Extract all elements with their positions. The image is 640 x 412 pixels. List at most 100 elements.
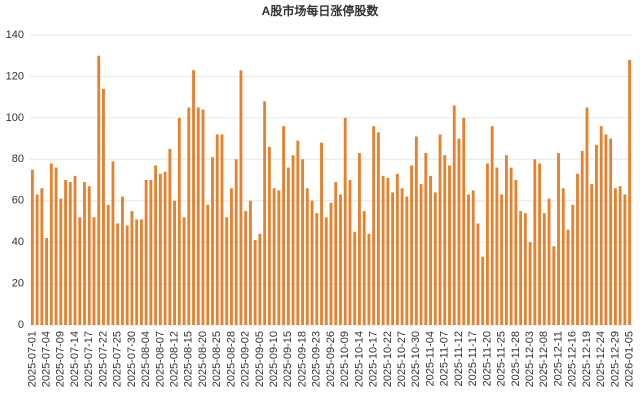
x-tick-label: 2025-11-07 <box>439 331 451 386</box>
x-tick-label: 2025-12-24 <box>595 331 607 387</box>
bar <box>192 70 195 325</box>
bar <box>410 165 414 325</box>
bar <box>400 188 404 325</box>
bar <box>182 217 186 325</box>
bar <box>40 188 44 325</box>
bar <box>391 192 395 325</box>
bar <box>291 155 295 325</box>
x-tick-label: 2025-11-04 <box>424 331 436 386</box>
bar <box>92 217 96 325</box>
bar <box>310 200 314 325</box>
bar <box>239 70 243 325</box>
bar <box>230 188 233 325</box>
bar <box>315 213 319 325</box>
bar <box>83 182 86 325</box>
x-tick-label: 2025-09-10 <box>268 331 280 387</box>
x-tick-label: 2025-11-12 <box>453 331 465 386</box>
bar <box>613 188 617 325</box>
bar <box>557 153 560 325</box>
bar <box>253 240 257 325</box>
x-tick-label: 2025-11-28 <box>510 331 522 386</box>
bar <box>343 117 347 325</box>
bar <box>609 138 613 325</box>
bar <box>301 159 304 325</box>
bar <box>362 211 366 325</box>
bar <box>248 200 252 325</box>
x-tick-label: 2025-07-09 <box>55 331 67 387</box>
bar <box>111 161 115 325</box>
x-tick-label: 2025-07-14 <box>69 331 81 387</box>
y-tick-label: 40 <box>12 236 24 248</box>
x-tick-label: 2025-10-22 <box>382 331 394 387</box>
bar <box>149 180 153 325</box>
bar <box>358 153 361 325</box>
bar <box>158 173 162 325</box>
x-tick-label: 2025-10-30 <box>410 331 422 387</box>
x-tick-label: 2025-12-08 <box>538 331 550 387</box>
bar <box>220 134 224 325</box>
y-tick-label: 60 <box>12 195 24 207</box>
x-tick-label: 2025-12-29 <box>609 331 621 387</box>
bar <box>438 134 442 325</box>
bar <box>419 184 423 325</box>
bar <box>173 200 176 325</box>
bar <box>206 204 210 325</box>
bar <box>272 188 276 325</box>
x-tick-label: 2025-07-22 <box>97 331 109 387</box>
bar <box>462 117 466 325</box>
x-tick-label: 2025-09-02 <box>240 331 252 387</box>
bar <box>177 117 181 325</box>
bar <box>443 155 447 325</box>
bar <box>59 198 63 325</box>
bar <box>305 188 309 325</box>
bar <box>571 204 575 325</box>
bar <box>263 101 267 326</box>
x-tick-label: 2025-10-14 <box>353 331 365 387</box>
bar <box>467 194 470 325</box>
bar <box>97 55 101 325</box>
bar <box>585 107 589 325</box>
bar <box>106 204 110 325</box>
bar <box>381 175 385 325</box>
bar <box>320 142 323 325</box>
x-tick-label: 2025-07-30 <box>126 331 138 387</box>
bar <box>102 88 105 325</box>
bar <box>471 190 475 325</box>
bar <box>367 233 371 325</box>
bar <box>372 126 376 326</box>
x-tick-label: 2025-07-04 <box>40 331 52 387</box>
bar <box>68 182 72 325</box>
x-tick-label: 2025-07-01 <box>26 331 38 387</box>
bar <box>121 196 124 325</box>
bar <box>201 109 205 325</box>
bar <box>433 192 437 325</box>
y-tick-label: 120 <box>6 70 24 82</box>
bar <box>348 180 352 325</box>
bar <box>163 171 167 325</box>
bar <box>599 126 603 326</box>
x-tick-label: 2025-11-20 <box>481 331 493 386</box>
bar <box>196 107 200 325</box>
bar <box>125 225 129 325</box>
bar <box>495 167 499 325</box>
bar <box>45 238 49 325</box>
bar <box>595 144 598 325</box>
bar <box>519 211 523 325</box>
bar <box>187 107 191 325</box>
bar <box>504 155 508 325</box>
bar <box>405 196 409 325</box>
x-tick-label: 2026-01-05 <box>624 331 636 387</box>
x-tick-label: 2025-12-11 <box>552 331 564 386</box>
bar <box>618 186 622 325</box>
bar <box>628 59 632 325</box>
bar <box>476 223 480 325</box>
bar <box>395 173 399 325</box>
bar <box>429 175 432 325</box>
x-tick-label: 2025-10-17 <box>368 331 380 387</box>
bar <box>523 213 527 325</box>
bar <box>376 132 380 325</box>
bar <box>215 134 219 325</box>
bar <box>509 167 513 325</box>
bar <box>580 151 584 325</box>
x-tick-label: 2025-09-18 <box>296 331 308 387</box>
